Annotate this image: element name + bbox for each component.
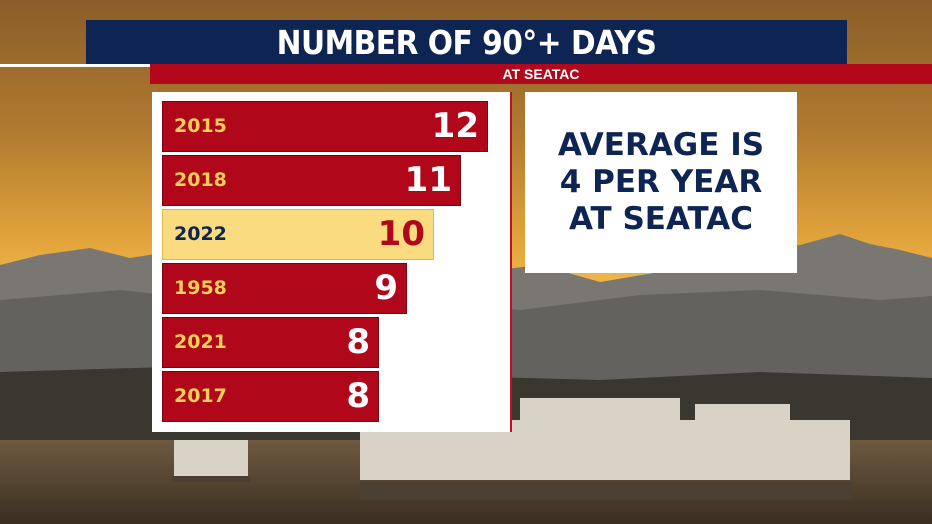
bar-value-label: 9: [374, 268, 398, 308]
accent-line: [0, 64, 150, 67]
bar-year-label: 2022: [174, 223, 227, 245]
bar-year-label: 2015: [174, 115, 227, 137]
title-banner: NUMBER OF 90°+ DAYS: [86, 20, 847, 64]
chart-subtitle: AT SEATAC: [502, 66, 580, 82]
note-line-1: AVERAGE IS: [557, 126, 765, 163]
note-line-2: 4 PER YEAR: [559, 163, 763, 200]
bar-2017: 2017 8: [162, 371, 379, 422]
bar-value-label: 8: [346, 322, 370, 362]
chart-title: NUMBER OF 90°+ DAYS: [276, 22, 657, 62]
bar-2021: 2021 8: [162, 317, 379, 368]
bar-chart-panel: 2015 12 2018 11 2022 10 1958 9 2021 8 2017 8: [152, 92, 512, 432]
bar-2022: 2022 10: [162, 209, 434, 260]
average-note-panel: AVERAGE IS 4 PER YEAR AT SEATAC: [525, 92, 797, 273]
bar-2018: 2018 11: [162, 155, 461, 206]
subtitle-banner: AT SEATAC: [150, 64, 932, 84]
bar-year-label: 2018: [174, 169, 227, 191]
note-line-3: AT SEATAC: [568, 201, 754, 238]
bar-value-label: 12: [431, 106, 479, 146]
bar-value-label: 10: [377, 214, 425, 254]
bar-year-label: 1958: [174, 277, 227, 299]
bar-year-label: 2017: [174, 385, 227, 407]
bar-year-label: 2021: [174, 331, 227, 353]
bar-2015: 2015 12: [162, 101, 488, 152]
bar-value-label: 8: [346, 376, 370, 416]
bar-value-label: 11: [404, 160, 452, 200]
bar-1958: 1958 9: [162, 263, 407, 314]
